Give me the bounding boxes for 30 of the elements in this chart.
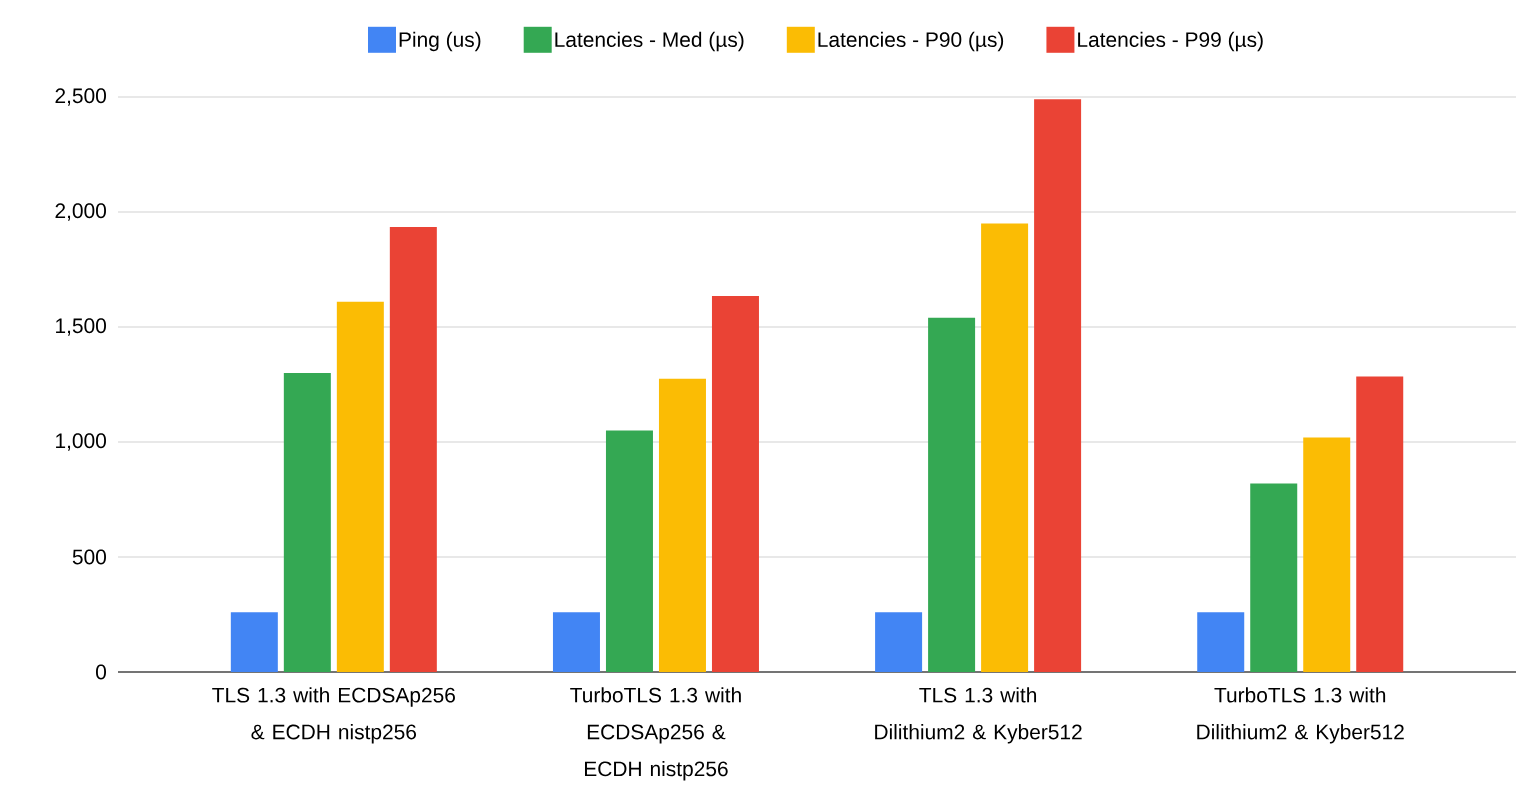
bar [1303,437,1351,672]
y-tick-label: 2,500 [55,88,106,106]
y-tick-label: 2,000 [55,203,106,221]
bar [1197,612,1245,672]
bar [1250,483,1298,672]
bar [1356,376,1404,672]
bar [230,612,278,672]
bar [981,223,1029,672]
bar [928,317,976,672]
y-tick-label: 0 [96,664,106,680]
bar [1034,99,1082,672]
legend-label: Latencies - P90 (µs) [818,31,1004,52]
bar [605,430,653,672]
bar [658,378,706,672]
x-tick-label: TurboTLS 1.3 with Dilithium2 & Kyber512 [1197,687,1404,744]
legend-label: Latencies - P99 (µs) [1078,31,1263,52]
bar [283,372,331,672]
bar [711,295,759,672]
y-tick-label: 1,000 [56,433,106,451]
bar [875,612,923,672]
x-tick-label: TLS 1.3 with ECDSAp256 & ECDH nistp256 [212,687,455,744]
y-tick-label: 500 [72,549,106,565]
y-tick-label: 1,500 [56,318,106,336]
legend-label: Latencies - Med (µs) [555,31,744,52]
bar [336,301,384,672]
bar [389,226,437,672]
x-tick-label: TLS 1.3 with Dilithium2 & Kyber512 [875,687,1082,744]
legend-label: Ping (us) [399,31,481,52]
bar [552,612,600,672]
x-tick-label: TurboTLS 1.3 with ECDSAp256 & ECDH nistp256 [570,687,741,781]
